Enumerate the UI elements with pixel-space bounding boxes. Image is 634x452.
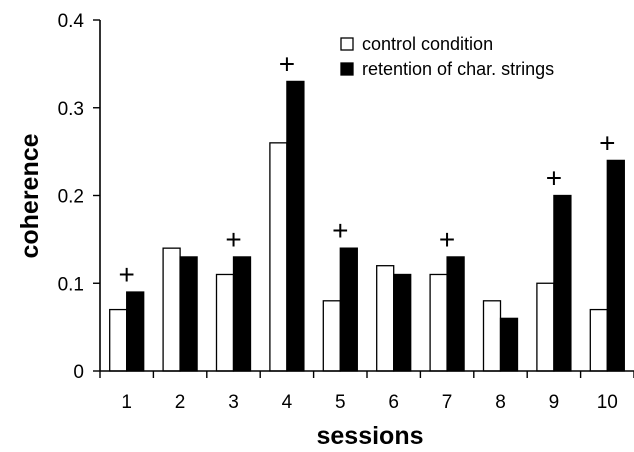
x-tick-label-10: 10 [597, 392, 618, 413]
y-tick-label-3: 0.3 [58, 99, 84, 120]
y-tick-label-4: 0.4 [58, 11, 85, 32]
bar-retention-session-2 [179, 256, 198, 372]
bar-control-session-2 [162, 247, 181, 372]
x-tick-label-3: 3 [228, 392, 239, 413]
bar-control-session-9 [536, 282, 555, 372]
legend-label-retention: retention of char. strings [362, 59, 554, 79]
bar-retention-session-5 [339, 247, 358, 372]
bar-retention-session-10 [606, 159, 625, 372]
bar-retention-session-9 [553, 194, 572, 372]
x-tick-label-5: 5 [335, 392, 346, 413]
legend-label-control: control condition [362, 34, 493, 54]
y-tick-label-0: 0 [73, 362, 84, 383]
significance-marker-session-10: + [599, 127, 615, 158]
significance-markers: + + + + + + + [119, 48, 616, 290]
bars [109, 80, 625, 372]
y-axis-ticks: 0 0.1 0.2 0.3 0.4 [58, 11, 100, 383]
x-axis-ticks: 1 2 3 4 5 6 7 8 9 10 [99, 371, 634, 413]
y-axis-title: coherence [16, 133, 44, 258]
bar-control-session-6 [376, 265, 395, 372]
significance-marker-session-4: + [279, 48, 295, 79]
bar-retention-session-6 [393, 273, 412, 372]
bar-control-session-7 [429, 273, 448, 372]
bar-retention-session-3 [232, 256, 252, 372]
significance-marker-session-1: + [119, 259, 135, 290]
bar-retention-session-4 [286, 80, 305, 372]
legend-swatch-retention [340, 62, 354, 76]
significance-marker-session-5: + [332, 215, 348, 246]
bar-control-session-5 [322, 300, 341, 372]
x-tick-label-7: 7 [442, 392, 453, 413]
significance-marker-session-7: + [439, 224, 455, 255]
x-axis-title: sessions [316, 422, 423, 450]
x-tick-label-8: 8 [495, 392, 506, 413]
legend-swatch-control [340, 37, 354, 51]
bar-control-session-3 [215, 273, 235, 372]
x-tick-label-2: 2 [175, 392, 186, 413]
bar-retention-session-7 [446, 256, 465, 372]
bar-control-session-10 [589, 308, 608, 372]
bar-retention-session-1 [126, 291, 145, 372]
legend: control condition retention of char. str… [340, 34, 554, 79]
bar-control-session-8 [482, 300, 502, 372]
x-tick-label-4: 4 [282, 392, 293, 413]
x-tick-label-1: 1 [121, 392, 132, 413]
bar-retention-session-8 [499, 317, 519, 372]
bar-control-session-1 [109, 308, 128, 372]
x-tick-label-9: 9 [549, 392, 560, 413]
bar-control-session-4 [269, 142, 288, 372]
x-tick-label-6: 6 [388, 392, 399, 413]
significance-marker-session-3: + [225, 224, 241, 255]
y-tick-label-2: 0.2 [58, 187, 84, 208]
significance-marker-session-9: + [546, 163, 562, 194]
y-tick-label-1: 0.1 [58, 274, 84, 295]
